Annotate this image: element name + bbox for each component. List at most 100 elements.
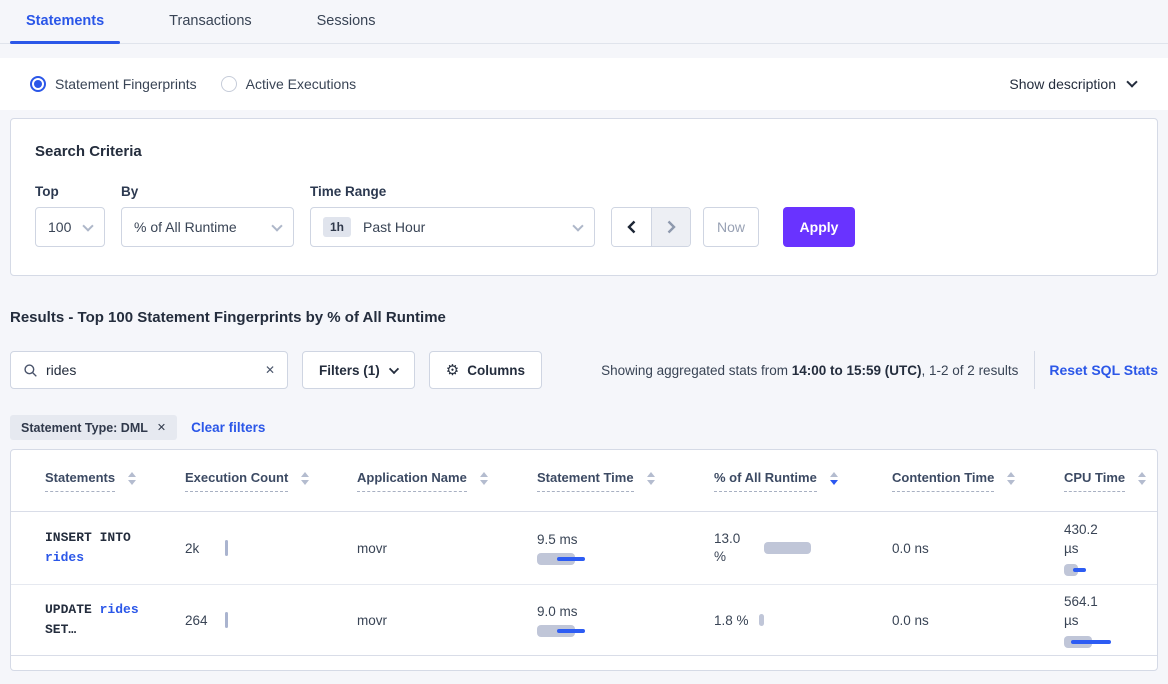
filter-chip-statement-type[interactable]: Statement Type: DML ✕: [10, 415, 178, 440]
statement-time-bar: [537, 552, 597, 565]
tab-statements[interactable]: Statements: [10, 0, 121, 44]
chevron-down-icon: [1126, 76, 1138, 88]
top-field: Top 100: [35, 184, 105, 247]
time-range-badge: 1h: [323, 217, 352, 237]
pct-runtime-bar: [764, 542, 811, 554]
gear-icon: ⚙: [445, 361, 460, 379]
chevron-right-icon: [667, 220, 676, 234]
page-tabs: Statements Transactions Sessions: [0, 0, 1168, 44]
radio-statement-fingerprints[interactable]: Statement Fingerprints: [30, 76, 197, 92]
statement-link[interactable]: rides: [99, 602, 139, 617]
execution-count-cell: 264: [185, 612, 357, 628]
clear-search-icon[interactable]: ✕: [264, 363, 275, 377]
sort-desc-icon: [829, 472, 838, 485]
tab-sessions[interactable]: Sessions: [316, 13, 376, 29]
column-label: Statement Time: [537, 470, 634, 492]
statement-time-value: 9.5 ms: [537, 531, 578, 547]
pct-runtime-cell: 13.0 %: [714, 530, 892, 566]
sql-keyword: INSERT INTO: [45, 530, 131, 545]
radio-active-executions[interactable]: Active Executions: [220, 76, 357, 92]
now-button[interactable]: Now: [703, 207, 759, 247]
show-description-toggle[interactable]: Show description: [1009, 76, 1138, 92]
column-header-execution-count[interactable]: Execution Count: [185, 470, 357, 492]
cpu-time-value: 430.2 µs: [1064, 522, 1098, 556]
table-row[interactable]: INSERT INTO rides 2k movr 9.5 ms 13.0 % …: [11, 512, 1157, 584]
time-prev-button[interactable]: [612, 208, 651, 246]
contention-time-cell: 0.0 ns: [892, 540, 929, 556]
chevron-down-icon: [271, 219, 283, 232]
view-toggle-strip: Statement Fingerprints Active Executions…: [0, 58, 1168, 110]
filter-chips-row: Statement Type: DML ✕ Clear filters: [10, 415, 1158, 440]
column-label: % of All Runtime: [714, 470, 817, 492]
by-select[interactable]: % of All Runtime: [121, 207, 294, 247]
top-label: Top: [35, 184, 59, 199]
cpu-time-cell: 430.2 µs: [1064, 520, 1157, 576]
column-header-statement-time[interactable]: Statement Time: [537, 470, 714, 492]
columns-label: Columns: [467, 362, 525, 378]
radio-label: Active Executions: [245, 76, 357, 92]
column-header-application-name[interactable]: Application Name: [357, 470, 537, 492]
by-label: By: [121, 184, 139, 199]
execution-count-value: 264: [185, 612, 208, 628]
statement-time-cell: 9.5 ms: [537, 532, 714, 565]
apply-button[interactable]: Apply: [783, 207, 855, 247]
application-name-cell: movr: [357, 540, 387, 556]
reset-sql-stats-link[interactable]: Reset SQL Stats: [1049, 362, 1158, 378]
radio-selected-icon: [30, 76, 46, 92]
show-description-label: Show description: [1009, 76, 1116, 92]
sort-icon: [479, 472, 488, 485]
execution-count-cell: 2k: [185, 540, 357, 556]
sql-tail: SET…: [45, 622, 77, 637]
pct-runtime-bar: [758, 614, 764, 626]
sort-icon: [1007, 472, 1016, 485]
column-header-statements[interactable]: Statements: [45, 470, 185, 492]
stats-suffix: , 1-2 of 2 results: [921, 362, 1019, 378]
column-label: CPU Time: [1064, 470, 1126, 492]
statement-link[interactable]: rides: [45, 550, 85, 565]
chevron-left-icon: [626, 220, 635, 234]
application-name-cell: movr: [357, 612, 387, 628]
execution-count-value: 2k: [185, 540, 200, 556]
time-range-value: Past Hour: [363, 219, 426, 235]
by-value: % of All Runtime: [134, 219, 237, 235]
aggregated-stats-text: Showing aggregated stats from 14:00 to 1…: [601, 363, 1018, 378]
search-criteria-title: Search Criteria: [35, 143, 142, 160]
search-icon: [24, 363, 37, 377]
filters-label: Filters (1): [319, 362, 380, 378]
column-header-contention-time[interactable]: Contention Time: [892, 470, 1064, 492]
tab-transactions[interactable]: Transactions: [169, 13, 252, 29]
time-next-button[interactable]: [651, 208, 690, 246]
remove-filter-icon[interactable]: ✕: [156, 422, 167, 434]
execution-count-bar: [225, 540, 228, 556]
columns-button[interactable]: ⚙ Columns: [428, 351, 542, 389]
chevron-down-icon: [388, 363, 399, 374]
radio-label: Statement Fingerprints: [55, 76, 197, 92]
time-range-select[interactable]: 1h Past Hour: [310, 207, 595, 247]
time-range-field: Time Range 1h Past Hour: [310, 184, 595, 247]
statement-time-bar: [537, 624, 597, 637]
clear-filters-link[interactable]: Clear filters: [191, 420, 266, 435]
column-header-cpu-time[interactable]: CPU Time: [1064, 470, 1157, 492]
sql-keyword: UPDATE: [45, 602, 92, 617]
by-field: By % of All Runtime: [121, 184, 294, 247]
filters-button[interactable]: Filters (1): [302, 351, 415, 389]
column-header-pct-runtime[interactable]: % of All Runtime: [714, 470, 892, 492]
pct-runtime-value: 1.8 %: [714, 612, 749, 628]
vertical-divider: [1034, 351, 1036, 389]
sort-icon: [1138, 472, 1147, 485]
top-select[interactable]: 100: [35, 207, 105, 247]
search-input[interactable]: [46, 362, 257, 378]
table-header-row: Statements Execution Count Application N…: [11, 450, 1157, 512]
cpu-time-bar: [1064, 636, 1124, 648]
results-search-box: ✕: [10, 351, 288, 389]
cpu-time-bar: [1064, 564, 1124, 576]
stats-range: 14:00 to 15:59 (UTC): [791, 362, 922, 378]
table-row[interactable]: UPDATE rides SET… 264 movr 9.0 ms 1.8 % …: [11, 584, 1157, 656]
statement-fingerprint: INSERT INTO rides: [45, 528, 167, 568]
time-range-label: Time Range: [310, 184, 387, 199]
column-label: Contention Time: [892, 470, 995, 492]
statement-time-cell: 9.0 ms: [537, 604, 714, 637]
execution-count-bar: [225, 612, 228, 628]
results-title: Results - Top 100 Statement Fingerprints…: [10, 309, 446, 326]
sort-icon: [646, 472, 655, 485]
